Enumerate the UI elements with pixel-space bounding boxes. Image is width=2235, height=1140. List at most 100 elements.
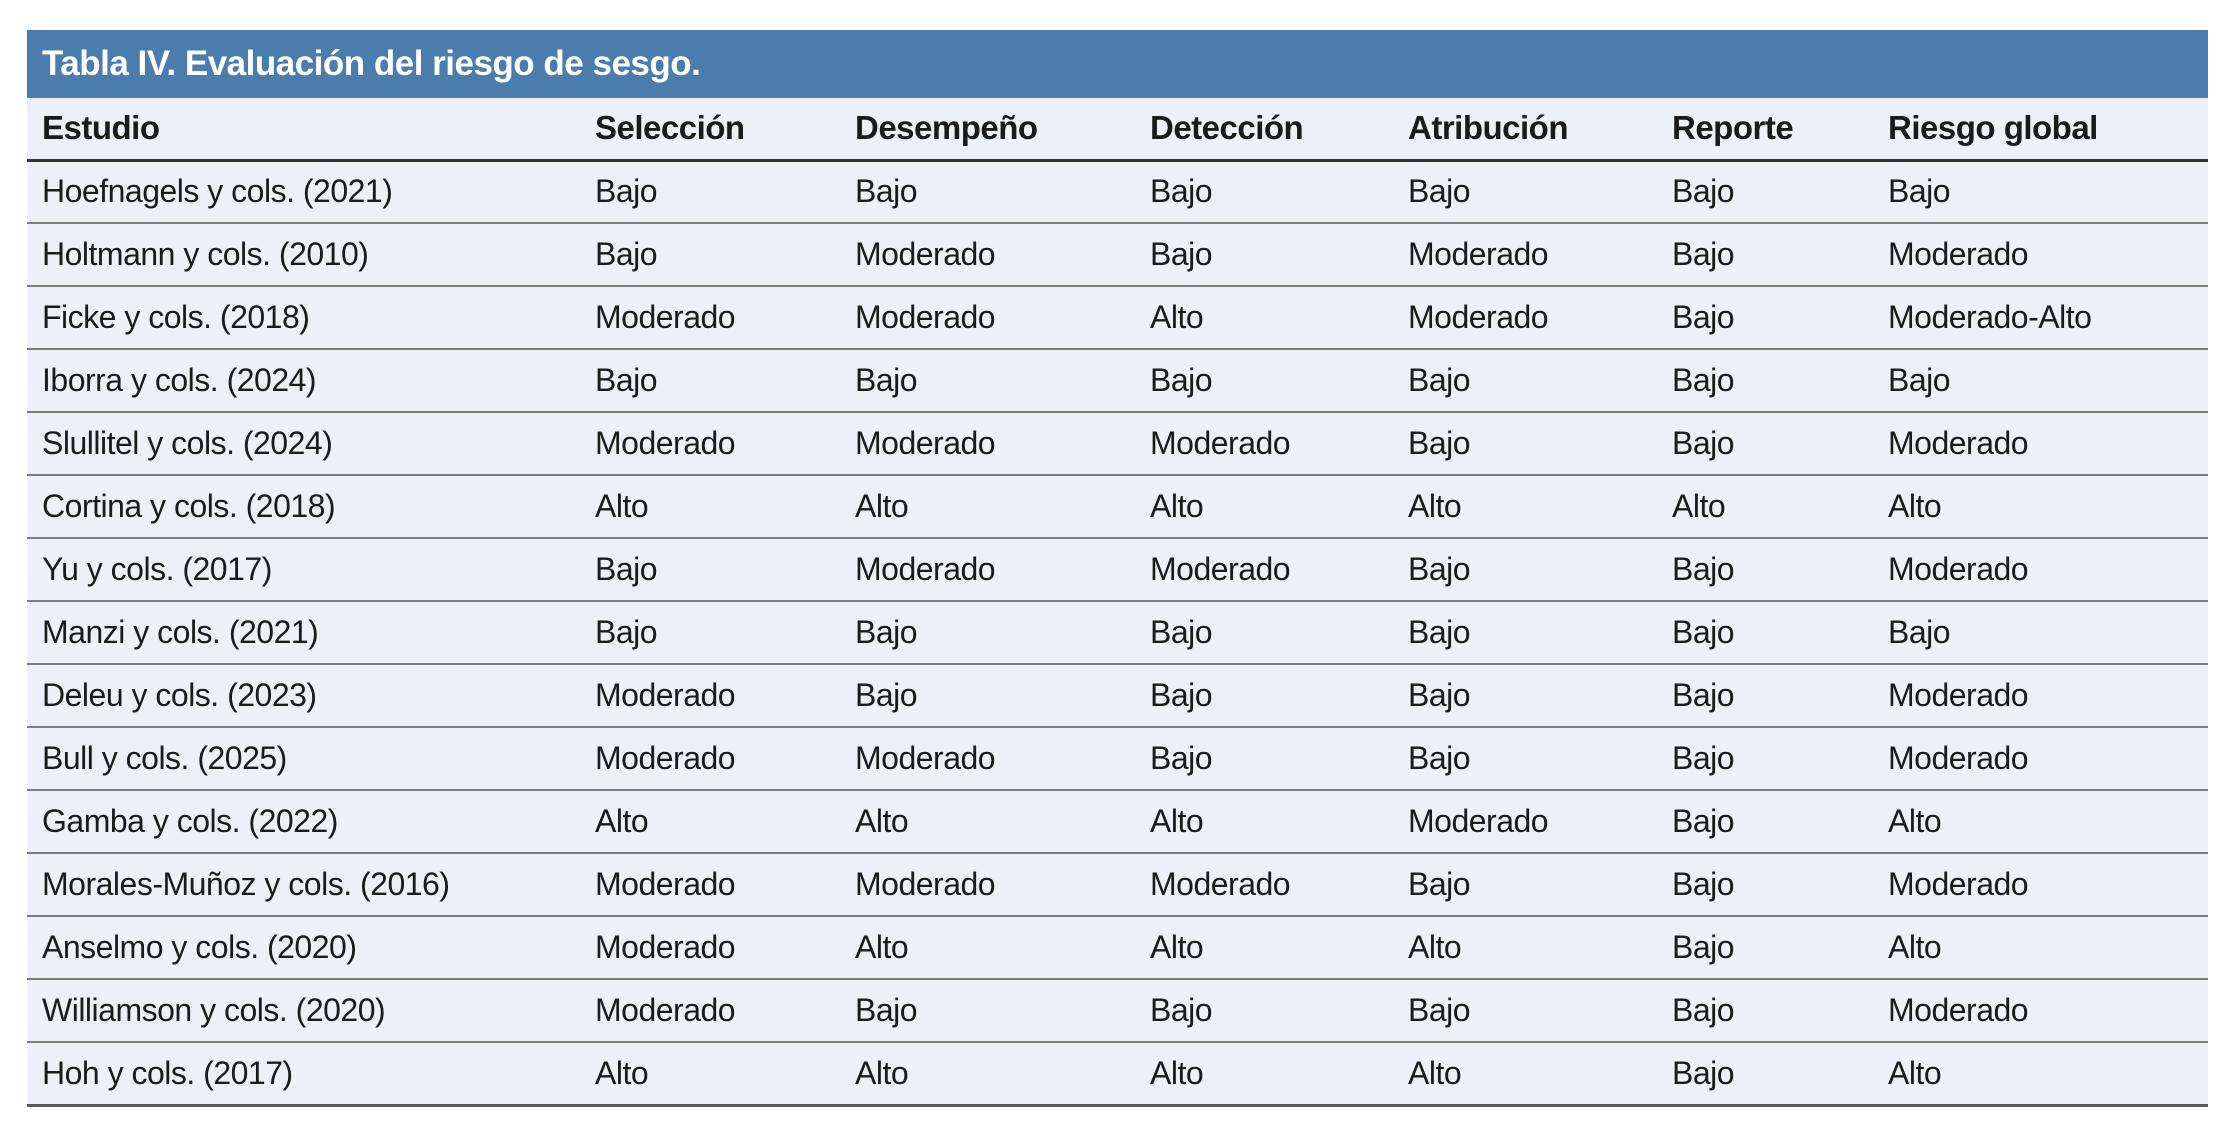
cell-deteccion: Bajo — [1135, 349, 1393, 413]
cell-riesgo-global: Moderado — [1873, 853, 2208, 917]
table-body: Hoefnagels y cols. (2021) Bajo Bajo Bajo Baj… — [27, 160, 2208, 1105]
cell-seleccion: Bajo — [580, 349, 840, 413]
table-row: Morales-Muñoz y cols. (2016) Moderado Mode… — [27, 853, 2208, 917]
cell-reporte: Alto — [1657, 475, 1873, 539]
cell-desempeno: Bajo — [840, 664, 1135, 728]
cell-desempeno: Alto — [840, 790, 1135, 854]
cell-desempeno: Moderado — [840, 538, 1135, 602]
cell-deteccion: Bajo — [1135, 664, 1393, 728]
cell-desempeno: Bajo — [840, 160, 1135, 224]
cell-estudio: Hoh y cols. (2017) — [42, 1054, 293, 1091]
cell-deteccion: Alto — [1135, 790, 1393, 854]
cell-atribucion: Bajo — [1393, 349, 1657, 413]
table-title: Tabla IV. Evaluación del riesgo de sesgo… — [42, 44, 701, 83]
cell-estudio: Gamba y cols. (2022) — [27, 790, 580, 854]
cell-deteccion: Bajo — [1135, 601, 1393, 665]
cell-deteccion: Bajo — [1135, 727, 1393, 791]
cell-seleccion: Alto — [580, 475, 840, 539]
cell-desempeno: Moderado — [840, 223, 1135, 287]
cell-desempeno: Alto — [855, 1054, 909, 1091]
cell-riesgo-global: Moderado — [1873, 538, 2208, 602]
table-row: Hoefnagels y cols. (2021) Bajo Bajo Bajo Baj… — [27, 160, 2208, 224]
cell-estudio: Iborra y cols. (2024) — [27, 349, 580, 413]
cell-atribucion: Moderado — [1393, 286, 1657, 350]
cell-reporte: Bajo — [1657, 286, 1873, 350]
cell-desempeno: Moderado — [840, 853, 1135, 917]
cell-riesgo-global: Moderado — [1873, 979, 2208, 1043]
cell-estudio: Holtmann y cols. (2010) — [27, 223, 580, 287]
table-row: Bull y cols. (2025) Moderado Moderado Bajo B… — [27, 727, 2208, 791]
cell-reporte: Bajo — [1657, 727, 1873, 791]
table-row: Williamson y cols. (2020) Moderado Bajo Baj… — [27, 979, 2208, 1043]
cell-reporte: Bajo — [1657, 538, 1873, 602]
cell-deteccion: Bajo — [1135, 223, 1393, 287]
cell-reporte: Bajo — [1657, 664, 1873, 728]
cell-estudio: Williamson y cols. (2020) — [27, 979, 580, 1043]
cell-reporte: Bajo — [1657, 853, 1873, 917]
cell-seleccion: Moderado — [580, 979, 840, 1043]
cell-atribucion: Alto — [1393, 475, 1657, 539]
cell-desempeno: Bajo — [840, 601, 1135, 665]
cell-seleccion: Moderado — [580, 727, 840, 791]
cell-riesgo-global: Moderado — [1873, 664, 2208, 728]
cell-atribucion: Bajo — [1393, 853, 1657, 917]
cell-desempeno: Alto — [840, 475, 1135, 539]
cell-atribucion: Bajo — [1393, 979, 1657, 1043]
cell-seleccion: Moderado — [580, 412, 840, 476]
table-row: Hoh y cols. (2017) Alto Alto Alto Alto Bajo Al… — [27, 1042, 2208, 1105]
table-row: Slullitel y cols. (2024) Moderado Moderado… — [27, 412, 2208, 476]
table-row: Cortina y cols. (2018) Alto Alto Alto Alto Al… — [27, 475, 2208, 539]
cell-atribucion: Moderado — [1393, 223, 1657, 287]
header-row: Estudio Selección Desempeño Detección At… — [27, 98, 2208, 162]
cell-estudio: Anselmo y cols. (2020) — [27, 916, 580, 980]
cell-atribucion: Alto — [1393, 916, 1657, 980]
risk-of-bias-table: Estudio Selección Desempeño Detección At… — [27, 98, 2208, 1107]
cell-reporte: Bajo — [1657, 601, 1873, 665]
cell-seleccion: Bajo — [580, 538, 840, 602]
table-row: Manzi y cols. (2021) Bajo Bajo Bajo Bajo Bajo… — [27, 601, 2208, 665]
cell-reporte: Bajo — [1657, 349, 1873, 413]
cell-seleccion: Alto — [580, 790, 840, 854]
cell-estudio: Morales-Muñoz y cols. (2016) — [27, 853, 580, 917]
cell-desempeno: Moderado — [840, 286, 1135, 350]
cell-atribucion: Bajo — [1393, 538, 1657, 602]
cell-atribucion: Alto — [1408, 1054, 1462, 1091]
column-header-estudio: Estudio — [27, 98, 580, 162]
cell-riesgo-global: Moderado-Alto — [1873, 286, 2208, 350]
cell-seleccion: Moderado — [580, 286, 840, 350]
cell-estudio: Cortina y cols. (2018) — [27, 475, 580, 539]
cell-riesgo-global: Alto — [1873, 790, 2208, 854]
cell-reporte: Bajo — [1657, 979, 1873, 1043]
cell-deteccion: Moderado — [1135, 538, 1393, 602]
cell-reporte: Bajo — [1657, 160, 1873, 224]
cell-atribucion: Bajo — [1393, 727, 1657, 791]
cell-riesgo-global: Alto — [1873, 916, 2208, 980]
cell-deteccion: Moderado — [1135, 853, 1393, 917]
cell-deteccion: Alto — [1150, 1054, 1204, 1091]
table-row: Yu y cols. (2017) Bajo Moderado Moderado Baj… — [27, 538, 2208, 602]
cell-atribucion: Bajo — [1393, 664, 1657, 728]
cell-reporte: Bajo — [1657, 223, 1873, 287]
cell-seleccion: Moderado — [580, 664, 840, 728]
cell-reporte: Bajo — [1657, 916, 1873, 980]
table-row: Iborra y cols. (2024) Bajo Bajo Bajo Bajo Baj… — [27, 349, 2208, 413]
cell-estudio: Ficke y cols. (2018) — [27, 286, 580, 350]
cell-reporte: Bajo — [1672, 1054, 1735, 1091]
cell-deteccion: Bajo — [1135, 979, 1393, 1043]
cell-estudio: Hoefnagels y cols. (2021) — [27, 160, 580, 224]
cell-seleccion: Moderado — [580, 853, 840, 917]
cell-deteccion: Alto — [1135, 286, 1393, 350]
cell-deteccion: Alto — [1135, 475, 1393, 539]
cell-estudio: Deleu y cols. (2023) — [27, 664, 580, 728]
cell-atribucion: Moderado — [1393, 790, 1657, 854]
cell-riesgo-global: Moderado — [1873, 412, 2208, 476]
table-header: Estudio Selección Desempeño Detección At… — [27, 98, 2208, 162]
cell-desempeno: Bajo — [840, 979, 1135, 1043]
cell-desempeno: Moderado — [840, 727, 1135, 791]
cell-estudio: Slullitel y cols. (2024) — [27, 412, 580, 476]
cell-desempeno: Moderado — [840, 412, 1135, 476]
cell-riesgo-global: Bajo — [1873, 160, 2208, 224]
cell-reporte: Bajo — [1657, 412, 1873, 476]
cell-seleccion: Moderado — [580, 916, 840, 980]
column-header-atribucion: Atribución — [1393, 98, 1657, 162]
